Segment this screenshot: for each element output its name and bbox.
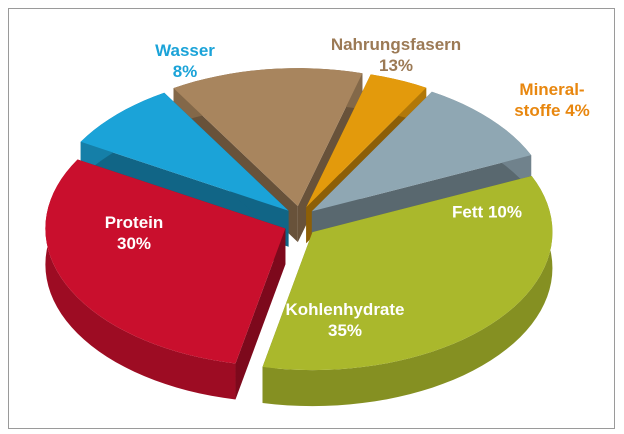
slice [45, 159, 286, 400]
slice-label-value: 13% [378, 56, 414, 75]
slice-side [262, 175, 553, 407]
slice-label-name: Mineral-stoffe [514, 80, 585, 120]
slice-top [45, 159, 286, 364]
slice-label-name: Wasser [155, 41, 215, 60]
slice-label-value: 8% [172, 62, 198, 81]
slice-label: Kohlenhydrate 35% [285, 299, 404, 341]
slice [262, 175, 553, 407]
slice-top [306, 74, 427, 208]
slice-label-name: Fett [452, 202, 484, 222]
slice-side [45, 159, 236, 400]
slice-radial-side [235, 228, 286, 400]
slice-label: Protein 30% [105, 212, 164, 254]
slice-label-value: 10% [487, 202, 522, 222]
slice-label-name: Kohlenhydrate [285, 300, 405, 319]
slice [311, 91, 532, 248]
slice-label-name: Protein [104, 213, 164, 232]
slice-label-name: Nahrungsfasern [330, 35, 462, 54]
slice-top [80, 92, 289, 211]
slice-label: Nahrungsfasern 13% [331, 34, 461, 76]
slice-label: Fett 10% [452, 202, 522, 223]
slice-label-value: 35% [327, 321, 363, 340]
slice-top [311, 91, 532, 212]
slice-top [173, 68, 363, 207]
slice-label-value: 30% [116, 234, 152, 253]
slice-label: Mineral-stoffe 4% [506, 79, 598, 121]
slice-label: Wasser 8% [155, 40, 215, 82]
slice-label-value: 4% [565, 101, 590, 120]
slice-top [262, 175, 553, 371]
